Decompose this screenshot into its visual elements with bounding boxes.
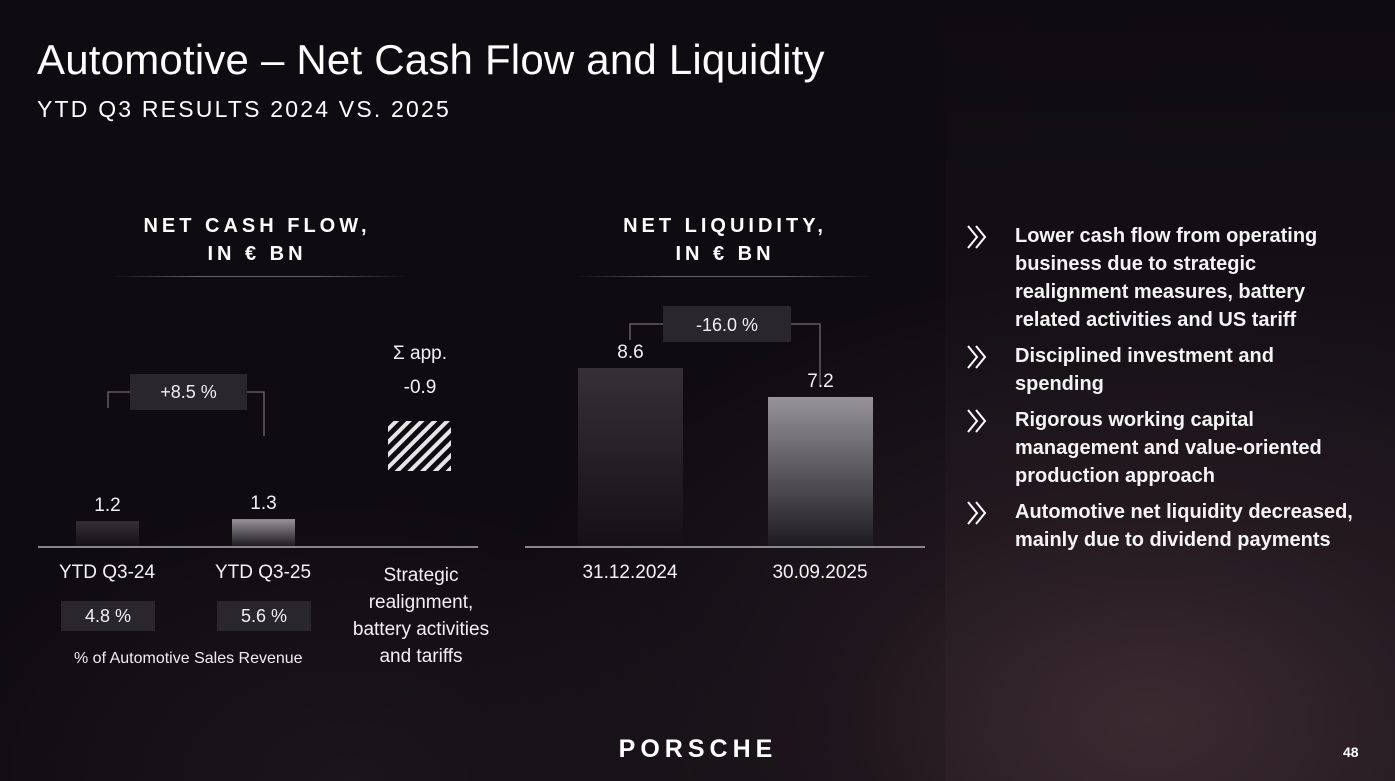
bar-ytd-q3-24 bbox=[76, 521, 139, 546]
chart-title-net-cash-flow: NET CASH FLOW, IN € BN bbox=[97, 212, 417, 268]
key-point-text: Rigorous working capital management and … bbox=[1015, 409, 1322, 487]
chart-title-line: NET CASH FLOW, bbox=[143, 215, 371, 237]
chart-title-line: IN € BN bbox=[675, 243, 775, 265]
key-point-item: Lower cash flow from operating business … bbox=[966, 222, 1366, 334]
key-point-text: Lower cash flow from operating business … bbox=[1015, 225, 1318, 331]
double-chevron-right-icon bbox=[967, 225, 987, 249]
double-chevron-right-icon bbox=[967, 345, 987, 369]
chart-title-divider bbox=[575, 276, 875, 277]
sales-share-note: % of Automotive Sales Revenue bbox=[74, 650, 303, 667]
category-label: YTD Q3-24 bbox=[58, 562, 156, 583]
bar-value-label: 8.6 bbox=[617, 342, 643, 363]
chart-title-line: NET LIQUIDITY, bbox=[623, 215, 827, 237]
key-point-text: Automotive net liquidity decreased, main… bbox=[1015, 501, 1353, 551]
bar-value-label: 1.2 bbox=[94, 495, 120, 516]
bar-31-12-2024 bbox=[578, 368, 683, 546]
category-label: YTD Q3-25 bbox=[214, 562, 312, 583]
chart-title-line: IN € BN bbox=[207, 243, 307, 265]
change-label-box bbox=[663, 306, 791, 342]
double-chevron-right-icon bbox=[967, 409, 987, 433]
page-number: 48 bbox=[1343, 744, 1359, 760]
strategic-label-line: battery activities bbox=[352, 619, 490, 640]
page-subtitle: YTD Q3 RESULTS 2024 VS. 2025 bbox=[37, 96, 452, 122]
key-points-list: Lower cash flow from operating business … bbox=[966, 222, 1366, 562]
strategic-label-line: realignment, bbox=[368, 592, 474, 613]
page-title: Automotive – Net Cash Flow and Liquidity bbox=[37, 36, 825, 83]
change-label: -16.0 % bbox=[696, 315, 758, 335]
bar-ytd-q3-25 bbox=[232, 519, 295, 546]
bar-value-label: 1.3 bbox=[250, 493, 276, 514]
double-chevron-right-icon bbox=[967, 501, 987, 525]
sales-share-box: 4.8 % bbox=[61, 601, 155, 631]
change-label: +8.5 % bbox=[160, 382, 217, 402]
key-point-text: Disciplined investment and spending bbox=[1015, 345, 1274, 395]
strategic-label-line: and tariffs bbox=[379, 646, 463, 667]
key-point-item: Automotive net liquidity decreased, main… bbox=[966, 498, 1366, 554]
change-label-box bbox=[130, 374, 247, 410]
porsche-logo: PORSCHE bbox=[619, 737, 778, 761]
chart-title-net-liquidity: NET LIQUIDITY, IN € BN bbox=[565, 212, 885, 268]
strategic-label-line: Strategic bbox=[383, 565, 459, 586]
bar-value-label: 7.2 bbox=[807, 371, 833, 392]
category-label: 31.12.2024 bbox=[582, 562, 678, 583]
key-point-item: Rigorous working capital management and … bbox=[966, 406, 1366, 490]
approx-symbol-label: Σ app. bbox=[393, 343, 447, 364]
category-label: 30.09.2025 bbox=[772, 562, 868, 583]
key-point-item: Disciplined investment and spending bbox=[966, 342, 1366, 398]
right-panel-background bbox=[945, 0, 1395, 781]
logo-wordmark: PORSCHE bbox=[619, 737, 778, 761]
approx-hatched-bar bbox=[388, 421, 451, 471]
strategic-category-label: Strategic realignment, battery activitie… bbox=[340, 562, 502, 670]
sales-share-box: 5.6 % bbox=[217, 601, 311, 631]
charts-canvas: +8.5 % -16.0 % Σ app. -0.9 1.2 1.3 8.6 7.2 bbox=[38, 306, 925, 548]
chart-title-divider bbox=[108, 276, 408, 277]
bars-layer: 1.2 1.3 8.6 7.2 bbox=[76, 342, 873, 546]
bar-30-09-2025 bbox=[768, 396, 873, 546]
approx-value-label: -0.9 bbox=[404, 377, 437, 398]
